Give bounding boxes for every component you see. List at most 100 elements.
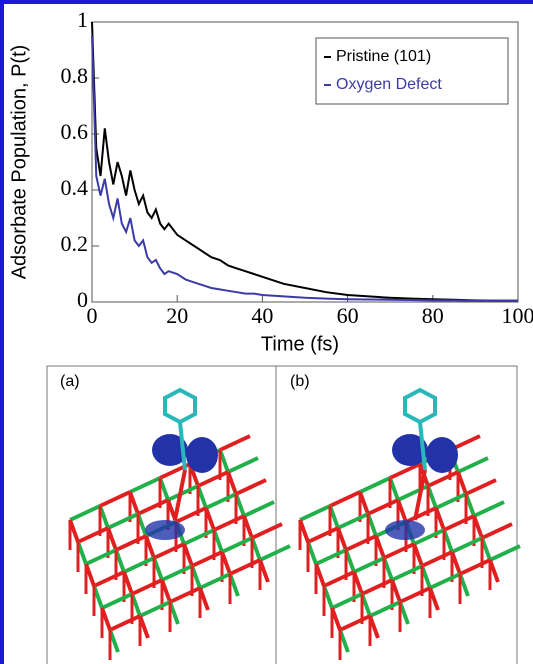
x-tick-label: 100 [502, 303, 533, 328]
x-axis-label: Time (fs) [261, 333, 339, 355]
lattice-bond [389, 462, 421, 480]
lattice-bond [243, 500, 275, 518]
panel-label: (b) [290, 373, 310, 390]
lattice-bond [315, 548, 347, 566]
orbital-lobe [145, 520, 185, 540]
lattice-bond [93, 570, 125, 588]
lattice-bond [391, 564, 423, 582]
x-tick-label: 0 [87, 303, 98, 328]
lattice-bond [337, 512, 369, 530]
y-tick-label: 0.4 [61, 175, 89, 200]
data-line [91, 21, 518, 302]
lattice-bond [251, 522, 283, 540]
lattice-bond [451, 536, 483, 554]
lattice-bond [331, 592, 363, 610]
lattice-bond [323, 570, 355, 588]
x-tick-label: 40 [251, 303, 273, 328]
legend-label: Pristine (101) [336, 48, 431, 65]
lattice-bond [153, 542, 185, 560]
lattice-bond [227, 456, 259, 474]
legend [315, 37, 509, 105]
lattice-bond [167, 484, 199, 502]
x-tick-label: 60 [337, 303, 359, 328]
orbital-lobe [392, 434, 428, 466]
lattice-bond [197, 470, 229, 488]
orbital-lobe [385, 520, 425, 540]
lattice-bond [413, 528, 445, 546]
lattice-bond [299, 504, 331, 522]
lattice-bond [399, 586, 431, 604]
lattice-bond [465, 478, 497, 496]
lattice-bond [219, 434, 251, 452]
lattice-bond [205, 492, 237, 510]
x-tick-label: 80 [422, 303, 444, 328]
orbital-lobe [426, 437, 458, 473]
lattice-bond [421, 550, 453, 568]
lattice-bond [183, 528, 215, 546]
lattice-bond [131, 578, 163, 596]
lattice-bond [473, 500, 505, 518]
lattice-bond [429, 572, 461, 590]
lattice-bond [115, 534, 147, 552]
lattice-bond [361, 578, 393, 596]
lattice-bond [459, 558, 491, 576]
lattice-bond [443, 514, 475, 532]
y-tick-label: 0 [77, 287, 88, 312]
bond [418, 421, 427, 471]
lattice-bond [161, 564, 193, 582]
lattice-bond [99, 490, 131, 508]
panel-label: (a) [60, 373, 80, 390]
lattice-bond [69, 504, 101, 522]
lattice-bond [221, 536, 253, 554]
y-axis-label: Adsorbate Population, P(t) [8, 45, 30, 280]
lattice-bond [457, 456, 489, 474]
lattice-bond [383, 542, 415, 560]
orbital-lobe [152, 434, 188, 466]
lattice-bond [169, 586, 201, 604]
lattice-bond [489, 544, 521, 562]
lattice-bond [101, 592, 133, 610]
legend-label: Oxygen Defect [336, 76, 442, 93]
lattice-bond [85, 548, 117, 566]
lattice-bond [369, 600, 401, 618]
lattice-bond [199, 572, 231, 590]
x-tick-label: 20 [166, 303, 188, 328]
lattice-bond [329, 490, 361, 508]
lattice-bond [353, 556, 385, 574]
lattice-bond [175, 506, 207, 524]
lattice-bond [191, 550, 223, 568]
lattice-bond [345, 534, 377, 552]
lattice-bond [137, 498, 169, 516]
lattice-bond [359, 476, 391, 494]
lattice-bond [107, 512, 139, 530]
bond [178, 421, 187, 471]
lattice-bond [307, 526, 339, 544]
lattice-bond [481, 522, 513, 540]
lattice-bond [339, 614, 371, 632]
lattice-bond [139, 600, 171, 618]
lattice-bond [367, 498, 399, 516]
molecular-structures [68, 387, 521, 660]
lattice-bond [229, 558, 261, 576]
y-tick-label: 0.2 [61, 231, 89, 256]
lattice-bond [129, 476, 161, 494]
lattice-bond [109, 614, 141, 632]
lattice-bond [123, 556, 155, 574]
lattice-bond [427, 470, 459, 488]
y-tick-label: 0.6 [61, 119, 89, 144]
data-line [91, 35, 518, 302]
lattice-bond [435, 492, 467, 510]
lattice-bond [213, 514, 245, 532]
orbital-lobe [186, 437, 218, 473]
lattice-bond [259, 544, 291, 562]
y-tick-label: 1 [77, 7, 88, 32]
bond [413, 469, 427, 521]
lattice-bond [77, 526, 109, 544]
y-tick-label: 0.8 [61, 63, 89, 88]
lattice-bond [405, 506, 437, 524]
lattice-bond [235, 478, 267, 496]
plot-frame [91, 21, 519, 303]
bond [173, 469, 187, 521]
